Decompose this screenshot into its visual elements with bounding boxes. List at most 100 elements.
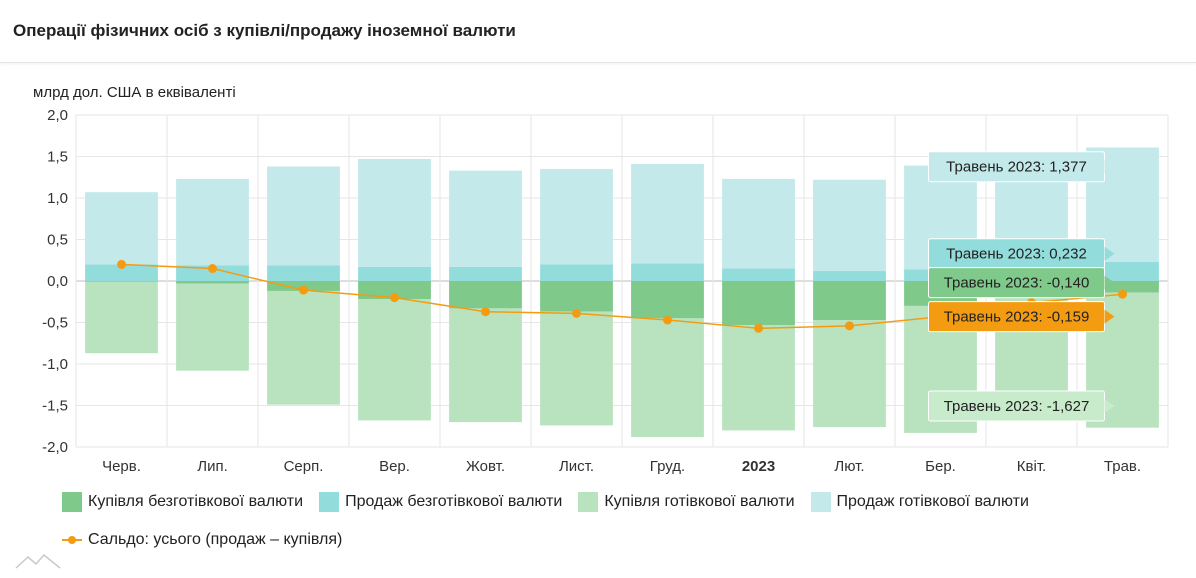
tooltip: Травень 2023: -0,159 (928, 301, 1115, 333)
bar-noncash_sell (813, 271, 886, 281)
tooltip: Травень 2023: 0,232 (928, 238, 1115, 270)
y-tick-label: -0,5 (42, 315, 68, 332)
balance-point (390, 293, 399, 303)
legend-swatch (578, 492, 599, 512)
legend-row-line: Сальдо: усього (продаж – купівля) (62, 528, 1045, 552)
bar-cash_buy (813, 320, 886, 428)
tooltip-arrow (1104, 399, 1115, 414)
bar-cash_buy (85, 281, 158, 354)
bar-cash_sell (540, 168, 613, 265)
legend-swatch (319, 492, 340, 512)
balance-point (208, 264, 217, 274)
chart-header: Операції фізичних осіб з купівлі/продажу… (0, 0, 1196, 63)
y-tick-label: 1,5 (47, 149, 68, 166)
bar-noncash_buy (722, 281, 795, 325)
bar-cash_buy (358, 299, 431, 421)
tooltip-text: Травень 2023: 1,377 (946, 159, 1087, 176)
x-tick-label: Груд. (650, 458, 685, 475)
legend-label: Продаж безготівкової валюти (345, 493, 563, 510)
legend-item-cash-buy[interactable]: Купівля готівкової валюти (578, 492, 795, 512)
x-tick-label: Вер. (379, 458, 410, 475)
bar-noncash_buy (813, 281, 886, 321)
bar-cash_buy (449, 308, 522, 423)
bar-noncash_sell (449, 266, 522, 281)
bar-cash_sell (722, 178, 795, 269)
tooltip-arrow (1104, 275, 1115, 290)
tooltip-text: Травень 2023: -0,159 (944, 309, 1090, 326)
bar-noncash_sell (540, 264, 613, 281)
y-tick-label: 2,0 (47, 107, 68, 124)
y-tick-label: 0,5 (47, 232, 68, 249)
legend-item-balance[interactable]: Сальдо: усього (продаж – купівля) (62, 530, 342, 550)
bar-cash_sell (631, 163, 704, 264)
tooltip: Травень 2023: -1,627 (928, 390, 1115, 422)
x-tick-label: 2023 (742, 458, 775, 475)
bar-noncash_sell (85, 264, 158, 281)
bar-noncash_sell (358, 266, 431, 281)
legend-label: Продаж готівкової валюти (836, 493, 1029, 510)
bar-cash_sell (85, 192, 158, 265)
x-tick-label: Бер. (925, 458, 956, 475)
bar-noncash_buy (540, 281, 613, 312)
tooltip-text: Травень 2023: -1,627 (944, 398, 1090, 415)
bar-cash_buy (722, 324, 795, 431)
bar-noncash_buy (1086, 281, 1159, 293)
y-tick-label: -2,0 (42, 439, 68, 456)
tooltip-arrow (1104, 246, 1115, 261)
mountain-logo-icon (15, 553, 61, 569)
balance-point (481, 307, 490, 317)
bar-noncash_sell (267, 265, 340, 281)
bar-cash_sell (449, 170, 522, 267)
legend-item-noncash-sell[interactable]: Продаж безготівкової валюти (319, 492, 562, 512)
legend: Купівля безготівкової валюти Продаж безг… (62, 490, 1045, 566)
legend-row-bars: Купівля безготівкової валюти Продаж безг… (62, 490, 1045, 514)
balance-point (663, 315, 672, 325)
bar-cash_buy (540, 311, 613, 426)
legend-line-swatch (62, 530, 82, 550)
tooltip-text: Травень 2023: 0,232 (946, 246, 1087, 263)
bar-cash_sell (267, 166, 340, 266)
bar-noncash_buy (176, 281, 249, 284)
bar-noncash_buy (358, 281, 431, 300)
legend-label: Купівля готівкової валюти (604, 493, 795, 510)
bar-cash_sell (358, 158, 431, 267)
bar-noncash_sell (176, 265, 249, 281)
y-tick-label: 0,0 (47, 273, 68, 290)
legend-swatch (62, 492, 82, 512)
chart-title: Операції фізичних осіб з купівлі/продажу… (13, 21, 516, 40)
balance-point (754, 323, 763, 333)
tooltip: Травень 2023: -0,140 (928, 267, 1115, 299)
balance-point (845, 321, 854, 331)
x-tick-label: Трав. (1104, 458, 1141, 475)
legend-label: Сальдо: усього (продаж – купівля) (88, 531, 343, 548)
balance-point (572, 308, 581, 318)
legend-item-cash-sell[interactable]: Продаж готівкової валюти (810, 492, 1029, 512)
tooltip-arrow (1104, 159, 1115, 174)
bar-noncash_sell (722, 268, 795, 281)
x-tick-label: Лист. (559, 458, 594, 475)
legend-label: Купівля безготівкової валюти (88, 493, 304, 510)
x-tick-label: Лют. (834, 458, 864, 475)
balance-point (117, 259, 126, 269)
bar-noncash_buy (85, 281, 158, 282)
y-axis-label: млрд дол. США в еквіваленті (33, 84, 236, 101)
x-tick-label: Квіт. (1017, 458, 1046, 475)
bar-cash_buy (267, 290, 340, 405)
legend-item-noncash-buy[interactable]: Купівля безготівкової валюти (62, 492, 303, 512)
balance-point (299, 285, 308, 295)
bar-cash_sell (176, 178, 249, 266)
y-tick-label: -1,5 (42, 398, 68, 415)
y-tick-label: 1,0 (47, 190, 68, 207)
legend-swatch (810, 492, 831, 512)
y-tick-label: -1,0 (42, 356, 68, 373)
bar-cash_buy (176, 283, 249, 371)
bar-cash_sell (813, 179, 886, 272)
tooltip-arrow (1104, 309, 1115, 324)
x-tick-label: Лип. (197, 458, 228, 475)
bar-noncash_buy (631, 281, 704, 319)
x-tick-label: Черв. (102, 458, 141, 475)
bar-noncash_buy (449, 281, 522, 309)
bar-cash_buy (631, 318, 704, 438)
chart-plot: 2,0 1,5 1,0 0,5 0,0 -0,5 -1,0 -1,5 -2,0 Черв. Лип.… (42, 107, 1169, 475)
x-tick-label: Серп. (284, 458, 324, 475)
